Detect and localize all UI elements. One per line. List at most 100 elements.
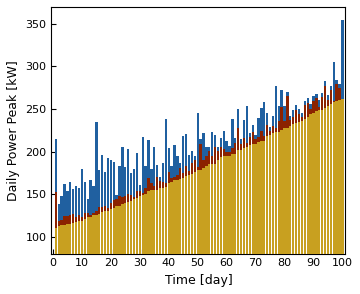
- Bar: [197, 167, 199, 294]
- Bar: [89, 215, 92, 294]
- Bar: [272, 116, 274, 294]
- Bar: [205, 156, 207, 294]
- Bar: [182, 173, 184, 294]
- Bar: [98, 170, 100, 294]
- Bar: [194, 160, 196, 294]
- Bar: [263, 102, 265, 294]
- Bar: [303, 101, 306, 294]
- Bar: [194, 156, 196, 294]
- Bar: [295, 110, 297, 294]
- Bar: [289, 126, 292, 294]
- Bar: [55, 139, 57, 294]
- Bar: [301, 121, 303, 294]
- Bar: [167, 148, 170, 294]
- Bar: [136, 198, 138, 294]
- Bar: [147, 178, 150, 294]
- Bar: [260, 141, 262, 294]
- Bar: [58, 221, 60, 294]
- Bar: [231, 119, 234, 294]
- Bar: [199, 143, 202, 294]
- Bar: [330, 90, 332, 294]
- Bar: [321, 98, 323, 294]
- Bar: [113, 208, 115, 294]
- Bar: [176, 156, 179, 294]
- Bar: [182, 178, 184, 294]
- Bar: [147, 141, 150, 294]
- Bar: [286, 128, 289, 294]
- Bar: [176, 180, 179, 294]
- Bar: [136, 191, 138, 294]
- Bar: [60, 220, 63, 294]
- Bar: [295, 123, 297, 294]
- Bar: [95, 215, 98, 294]
- Bar: [136, 153, 138, 294]
- Bar: [324, 86, 326, 294]
- Bar: [272, 126, 274, 294]
- Bar: [191, 174, 193, 294]
- Bar: [214, 164, 216, 294]
- Bar: [257, 138, 260, 294]
- Bar: [182, 136, 184, 294]
- Bar: [280, 131, 283, 294]
- Bar: [240, 150, 242, 294]
- Bar: [63, 216, 66, 294]
- Bar: [139, 196, 141, 294]
- Bar: [162, 183, 164, 294]
- Bar: [72, 223, 75, 294]
- Bar: [81, 169, 83, 294]
- Bar: [309, 114, 312, 294]
- Bar: [312, 101, 315, 294]
- Bar: [237, 151, 239, 294]
- Bar: [255, 135, 257, 294]
- Bar: [324, 81, 326, 294]
- Bar: [63, 225, 66, 294]
- Bar: [159, 188, 161, 294]
- Bar: [222, 131, 225, 294]
- Bar: [63, 183, 66, 294]
- Bar: [101, 207, 103, 294]
- Bar: [278, 121, 280, 294]
- Bar: [269, 135, 271, 294]
- Bar: [252, 144, 254, 294]
- Bar: [144, 166, 147, 294]
- Bar: [211, 164, 213, 294]
- Bar: [130, 173, 132, 294]
- Bar: [269, 127, 271, 294]
- Bar: [127, 148, 129, 294]
- Bar: [118, 166, 121, 294]
- Bar: [249, 145, 251, 294]
- Bar: [338, 84, 341, 294]
- Bar: [113, 200, 115, 294]
- Bar: [167, 171, 170, 294]
- Bar: [86, 199, 89, 294]
- Bar: [231, 154, 234, 294]
- Bar: [222, 149, 225, 294]
- Bar: [156, 177, 158, 294]
- Bar: [185, 166, 187, 294]
- Bar: [127, 202, 129, 294]
- Bar: [75, 186, 77, 294]
- Bar: [228, 156, 231, 294]
- Bar: [185, 176, 187, 294]
- Bar: [275, 132, 277, 294]
- Bar: [133, 169, 135, 294]
- Bar: [188, 171, 190, 294]
- Bar: [118, 196, 121, 294]
- Bar: [95, 211, 98, 294]
- Bar: [280, 107, 283, 294]
- Bar: [159, 181, 161, 294]
- Bar: [116, 199, 118, 294]
- Bar: [260, 108, 262, 294]
- Bar: [324, 108, 326, 294]
- Bar: [130, 195, 132, 294]
- X-axis label: Time [day]: Time [day]: [165, 274, 232, 287]
- Bar: [110, 208, 112, 294]
- Bar: [330, 86, 332, 294]
- Bar: [321, 110, 323, 294]
- Bar: [234, 143, 237, 294]
- Bar: [312, 113, 315, 294]
- Bar: [289, 116, 292, 294]
- Bar: [214, 135, 216, 294]
- Bar: [246, 106, 248, 294]
- Bar: [243, 120, 245, 294]
